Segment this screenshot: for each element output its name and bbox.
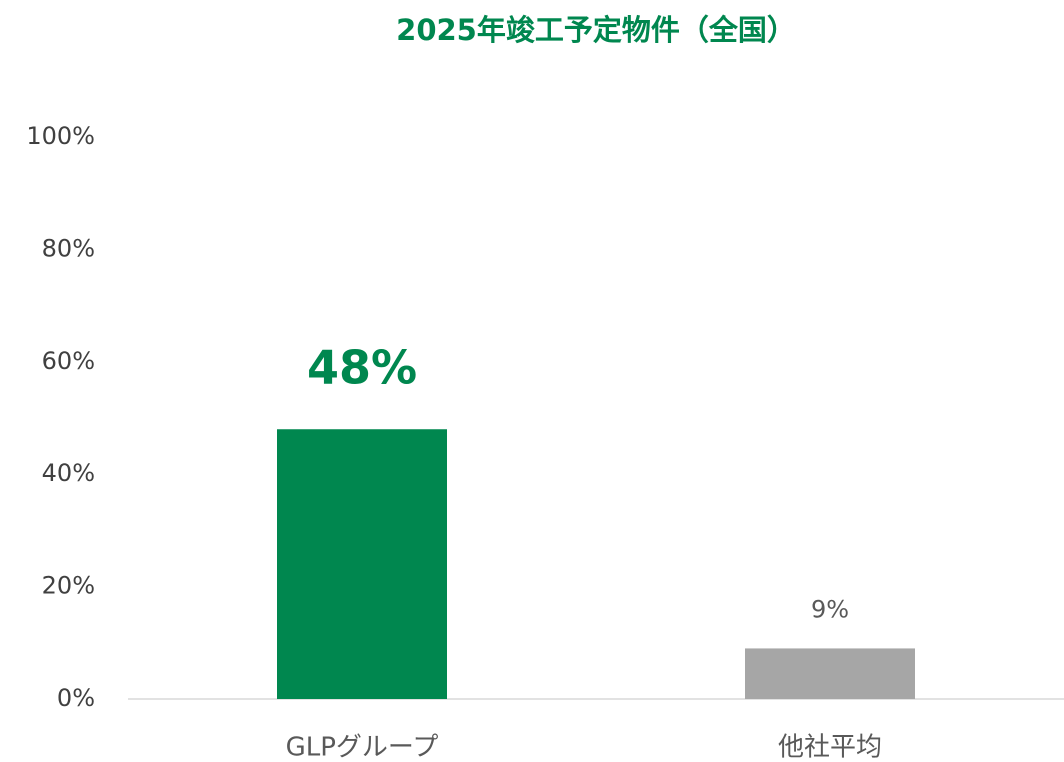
value-label: 48% xyxy=(307,341,417,395)
chart-title: 2025年竣工予定物件（全国） xyxy=(396,13,796,47)
bar xyxy=(745,648,915,699)
x-tick-label: GLPグループ xyxy=(286,733,439,762)
y-tick-label: 0% xyxy=(57,684,95,712)
y-tick-label: 100% xyxy=(26,122,95,150)
y-tick-label: 40% xyxy=(42,459,95,487)
y-tick-label: 60% xyxy=(42,347,95,375)
x-tick-label: 他社平均 xyxy=(778,733,882,762)
value-label: 9% xyxy=(811,595,849,623)
y-tick-label: 80% xyxy=(42,234,95,262)
y-tick-label: 20% xyxy=(42,572,95,600)
bar xyxy=(277,429,447,699)
